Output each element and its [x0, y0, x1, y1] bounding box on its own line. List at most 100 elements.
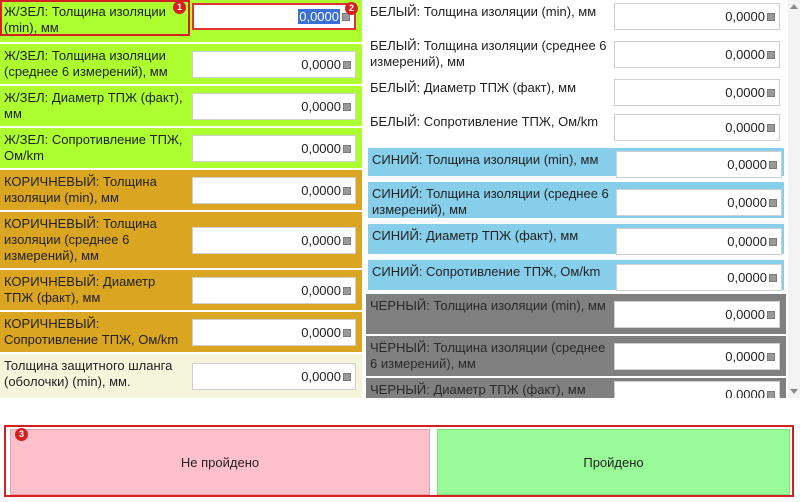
passed-button[interactable]: Пройдено — [437, 429, 790, 495]
spinner-icon[interactable] — [769, 237, 777, 246]
right-field-row: БЕЛЫЙ: Толщина изоляции (min), мм — [366, 0, 786, 32]
spinner-icon[interactable] — [769, 273, 777, 282]
field-label: ЧЁРНЫЙ: Толщина изоляции (среднее 6 изме… — [370, 340, 606, 371]
spinner-icon[interactable] — [343, 328, 351, 337]
numeric-input-field[interactable] — [614, 79, 780, 106]
spinner-icon[interactable] — [767, 123, 775, 132]
not-passed-button[interactable]: Не пройдено — [10, 429, 430, 495]
numeric-input-field[interactable] — [192, 135, 356, 162]
left-field-row: Толщина защитного шланга (оболочки) (min… — [0, 354, 362, 398]
numeric-input-field[interactable] — [614, 41, 780, 68]
numeric-input-field[interactable] — [614, 3, 780, 30]
spinner-icon[interactable] — [767, 310, 775, 319]
field-label: КОРИЧНЕВЫЙ: Толщина изоляции (min), мм — [4, 174, 157, 205]
value-input[interactable] — [635, 120, 765, 135]
numeric-input-field[interactable] — [192, 93, 356, 120]
value-input[interactable] — [635, 307, 765, 322]
value-input[interactable] — [635, 47, 765, 62]
value-input[interactable] — [211, 369, 341, 384]
measurement-form: Ж/ЗЕЛ: Толщина изоляции (min), мм 0,0000 Ж… — [0, 0, 800, 398]
left-field-row: Ж/ЗЕЛ: Толщина изоляции (среднее 6 измер… — [0, 44, 362, 84]
spinner-icon[interactable] — [767, 12, 775, 21]
field-label: БЕЛЫЙ: Диаметр ТПЖ (факт), мм — [370, 80, 577, 95]
value-input[interactable] — [635, 349, 765, 364]
field-label: СИНИЙ: Диаметр ТПЖ (факт), мм — [372, 228, 579, 243]
numeric-input-field[interactable] — [614, 343, 780, 370]
right-field-row: СИНИЙ: Толщина изоляции (среднее 6 измер… — [366, 180, 786, 220]
left-field-row: КОРИЧНЕВЫЙ: Сопротивление ТПЖ, Ом/km — [0, 312, 362, 352]
scroll-down-arrow-icon[interactable] — [790, 389, 798, 394]
numeric-input-field[interactable] — [192, 277, 356, 304]
annotation-badge-1: 1 — [173, 1, 186, 14]
spinner-icon[interactable] — [767, 50, 775, 59]
numeric-input-field[interactable] — [192, 177, 356, 204]
numeric-input-field[interactable] — [192, 319, 356, 346]
numeric-input-field[interactable] — [616, 228, 782, 255]
spinner-icon[interactable] — [767, 390, 775, 398]
field-label: СИНИЙ: Сопротивление ТПЖ, Ом/km — [372, 264, 601, 279]
spinner-icon[interactable] — [769, 160, 777, 169]
spinner-icon[interactable] — [343, 102, 351, 111]
spinner-icon[interactable] — [343, 286, 351, 295]
spinner-icon[interactable] — [769, 198, 777, 207]
numeric-input-field[interactable] — [616, 264, 782, 291]
value-input[interactable] — [211, 283, 341, 298]
numeric-input-field[interactable] — [614, 114, 780, 141]
field-label: Ж/ЗЕЛ: Толщина изоляции (среднее 6 измер… — [4, 48, 168, 79]
numeric-input-field[interactable] — [192, 363, 356, 390]
spinner-icon[interactable] — [343, 60, 351, 69]
value-input[interactable] — [637, 195, 767, 210]
spinner-icon[interactable] — [343, 236, 351, 245]
field-label: КОРИЧНЕВЫЙ: Толщина изоляции (среднее 6 … — [4, 216, 157, 263]
field-label: Толщина защитного шланга (оболочки) (min… — [4, 358, 173, 389]
right-field-row: БЕЛЫЙ: Сопротивление ТПЖ, Ом/km — [366, 110, 786, 144]
value-input[interactable] — [637, 234, 767, 249]
left-field-row: Ж/ЗЕЛ: Сопротивление ТПЖ, Ом/km — [0, 128, 362, 168]
value-input[interactable] — [211, 99, 341, 114]
numeric-input-field[interactable] — [614, 301, 780, 328]
scroll-up-arrow-icon[interactable] — [790, 4, 798, 9]
value-input[interactable] — [635, 9, 765, 24]
field-label: ЧЕРНЫЙ: Толщина изоляции (min), мм — [370, 298, 606, 313]
right-field-row: СИНИЙ: Толщина изоляции (min), мм — [366, 146, 786, 178]
numeric-input-field[interactable] — [616, 151, 782, 178]
value-input[interactable] — [637, 157, 767, 172]
scrollbar[interactable] — [788, 0, 800, 398]
value-input[interactable] — [635, 85, 765, 100]
left-field-row: КОРИЧНЕВЫЙ: Толщина изоляции (среднее 6 … — [0, 212, 362, 268]
spinner-icon[interactable] — [343, 372, 351, 381]
field-label: Ж/ЗЕЛ: Сопротивление ТПЖ, Ом/km — [4, 132, 183, 163]
value-input[interactable] — [211, 233, 341, 248]
right-field-row: СИНИЙ: Диаметр ТПЖ (факт), мм — [366, 222, 786, 256]
field-label: КОРИЧНЕВЫЙ: Сопротивление ТПЖ, Ом/km — [4, 316, 179, 347]
value-input[interactable] — [211, 183, 341, 198]
value-input[interactable] — [637, 270, 767, 285]
spinner-icon[interactable] — [343, 186, 351, 195]
value-input[interactable] — [635, 387, 765, 398]
selected-value-text[interactable]: 0,0000 — [298, 9, 340, 24]
right-field-row: ЧЕРНЫЙ: Толщина изоляции (min), мм — [366, 294, 786, 334]
value-input[interactable] — [211, 141, 341, 156]
left-field-row: КОРИЧНЕВЫЙ: Диаметр ТПЖ (факт), мм — [0, 270, 362, 310]
field-label: СИНИЙ: Толщина изоляции (min), мм — [372, 152, 599, 167]
spinner-icon[interactable] — [767, 352, 775, 361]
left-field-row: Ж/ЗЕЛ: Диаметр ТПЖ (факт), мм — [0, 86, 362, 126]
numeric-input-field[interactable] — [614, 381, 780, 398]
right-field-row: СИНИЙ: Сопротивление ТПЖ, Ом/km — [366, 258, 786, 292]
spinner-icon[interactable] — [343, 144, 351, 153]
annotation-badge-2: 2 — [345, 2, 358, 15]
numeric-input-field[interactable]: 0,0000 — [192, 3, 356, 30]
value-input[interactable] — [211, 57, 341, 72]
numeric-input-field[interactable] — [192, 51, 356, 78]
field-label: БЕЛЫЙ: Толщина изоляции (среднее 6 измер… — [370, 38, 607, 69]
right-field-row: ЧЁРНЫЙ: Толщина изоляции (среднее 6 изме… — [366, 336, 786, 376]
numeric-input-field[interactable] — [616, 189, 782, 216]
numeric-input-field[interactable] — [192, 227, 356, 254]
field-label: БЕЛЫЙ: Сопротивление ТПЖ, Ом/km — [370, 114, 599, 129]
result-buttons-area: Не пройдено Пройдено — [4, 425, 794, 497]
field-label: ЧЕРНЫЙ: Диаметр ТПЖ (факт), мм — [370, 382, 586, 397]
field-label: Ж/ЗЕЛ: Диаметр ТПЖ (факт), мм — [4, 90, 183, 121]
field-label: КОРИЧНЕВЫЙ: Диаметр ТПЖ (факт), мм — [4, 274, 156, 305]
spinner-icon[interactable] — [767, 88, 775, 97]
value-input[interactable] — [211, 325, 341, 340]
